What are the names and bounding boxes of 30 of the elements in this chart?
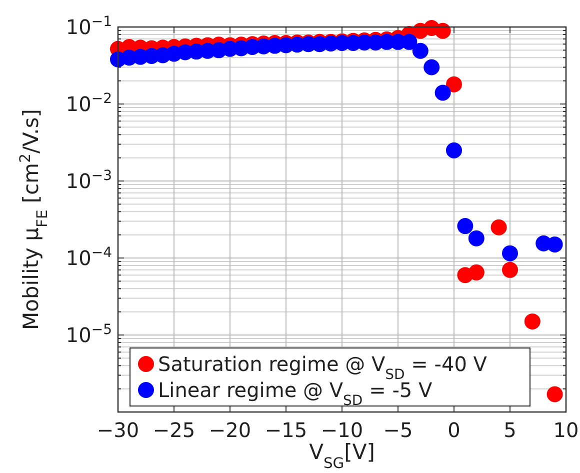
point bbox=[502, 245, 518, 262]
y-tick-label: 10$^{−4}$ bbox=[66, 245, 112, 270]
x-tick-label: 5 bbox=[504, 418, 516, 442]
point bbox=[446, 142, 462, 158]
y-tick-label: 10$^{−3}$ bbox=[66, 168, 112, 193]
point bbox=[490, 219, 507, 236]
point bbox=[434, 22, 451, 39]
point bbox=[468, 264, 484, 280]
point bbox=[457, 218, 474, 234]
point bbox=[546, 386, 563, 402]
y-tick-label: 10$^{−2}$ bbox=[66, 91, 112, 116]
point bbox=[412, 42, 428, 59]
point bbox=[546, 236, 563, 252]
x-tick-label: −10 bbox=[320, 418, 364, 442]
point bbox=[468, 230, 484, 246]
y-tick-label: 10$^{−1}$ bbox=[66, 14, 112, 39]
point bbox=[524, 313, 540, 330]
point bbox=[446, 76, 462, 92]
x-tick-label: −5 bbox=[383, 418, 413, 442]
x-tick-label: 0 bbox=[448, 418, 460, 442]
x-tick-label: −30 bbox=[96, 418, 140, 442]
point bbox=[434, 84, 451, 101]
x-tick-label: −20 bbox=[208, 418, 252, 442]
point bbox=[424, 59, 440, 76]
x-axis-title: V$_{SG}$[V] bbox=[309, 440, 375, 472]
x-tick-label: −15 bbox=[264, 418, 308, 442]
y-tick-label: 10$^{−5}$ bbox=[66, 322, 112, 347]
x-tick-label: 10 bbox=[553, 418, 579, 442]
point bbox=[502, 262, 518, 278]
x-tick-label: −25 bbox=[152, 418, 196, 442]
